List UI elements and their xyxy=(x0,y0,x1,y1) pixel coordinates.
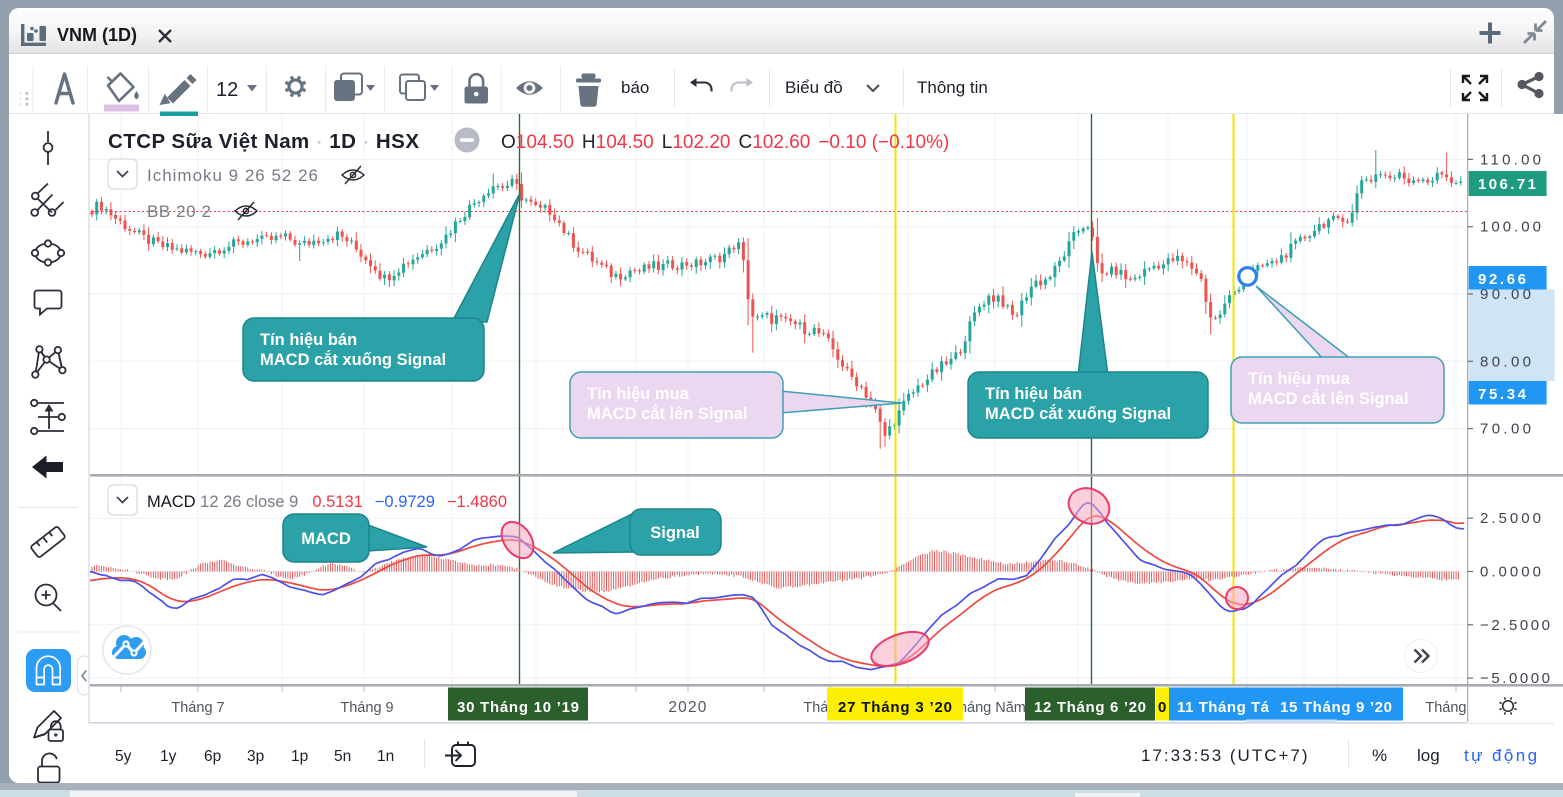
svg-text:75.34: 75.34 xyxy=(1478,386,1527,403)
svg-text:30 Tháng 10 ’19: 30 Tháng 10 ’19 xyxy=(457,699,579,716)
svg-text:MACD 12 26 close 90.5131−0.972: MACD 12 26 close 9 0.5131 −0.9729 −1.4860 xyxy=(147,493,507,511)
svg-text:Tháng 9: Tháng 9 xyxy=(340,700,393,716)
svg-text:−2.5000: −2.5000 xyxy=(1480,617,1550,634)
svg-text:Tín hiệu mua: Tín hiệu mua xyxy=(587,385,690,403)
svg-text:2020: 2020 xyxy=(668,699,707,716)
svg-text:12 Tháng 6 ’20: 12 Tháng 6 ’20 xyxy=(1034,699,1146,716)
svg-text:Tín hiệu bán: Tín hiệu bán xyxy=(260,331,357,349)
svg-text:BB 20 2: BB 20 2 xyxy=(147,202,211,221)
svg-text:90.00: 90.00 xyxy=(1480,286,1531,303)
svg-text:Tháng 7: Tháng 7 xyxy=(171,700,224,716)
svg-text:12: 12 xyxy=(216,79,238,101)
svg-text:2.5000: 2.5000 xyxy=(1480,510,1541,527)
svg-text:VNM (1D): VNM (1D) xyxy=(57,25,137,45)
svg-text:Tháng Năm: Tháng Năm xyxy=(950,700,1026,716)
svg-text:MACD cắt xuống Signal: MACD cắt xuống Signal xyxy=(260,350,446,369)
svg-text:MACD cắt xuống Signal: MACD cắt xuống Signal xyxy=(985,404,1171,423)
svg-text:Ichimoku 9 26 52 26: Ichimoku 9 26 52 26 xyxy=(147,166,318,185)
svg-text:MACD cắt lên Signal: MACD cắt lên Signal xyxy=(587,404,747,423)
svg-text:−5.0000: −5.0000 xyxy=(1480,670,1550,687)
svg-text:0.0000: 0.0000 xyxy=(1480,564,1541,581)
svg-text:0: 0 xyxy=(1158,699,1166,716)
svg-text:MACD: MACD xyxy=(301,530,351,548)
svg-text:92.66: 92.66 xyxy=(1478,271,1526,288)
svg-text:MACD cắt lên Signal: MACD cắt lên Signal xyxy=(1248,389,1408,408)
svg-text:27 Tháng 3 ’20: 27 Tháng 3 ’20 xyxy=(838,699,952,716)
svg-text:100.00: 100.00 xyxy=(1480,219,1541,236)
svg-text:Tín hiệu bán: Tín hiệu bán xyxy=(985,385,1082,403)
svg-text:80.00: 80.00 xyxy=(1480,353,1531,370)
svg-text:Tín hiệu mua: Tín hiệu mua xyxy=(1248,370,1351,388)
svg-text:Signal: Signal xyxy=(650,524,700,542)
svg-text:CTCP Sữa Việt Nam · 1D · HSX: CTCP Sữa Việt Nam · 1D · HSX xyxy=(108,130,419,153)
svg-text:106.71: 106.71 xyxy=(1478,176,1536,193)
svg-text:70.00: 70.00 xyxy=(1480,421,1531,438)
svg-text:Tháng 10: Tháng 10 xyxy=(1425,700,1486,716)
svg-text:11 Tháng Tá: 11 Tháng Tá xyxy=(1177,699,1270,716)
svg-text:15 Tháng 9 ’20: 15 Tháng 9 ’20 xyxy=(1280,699,1392,716)
